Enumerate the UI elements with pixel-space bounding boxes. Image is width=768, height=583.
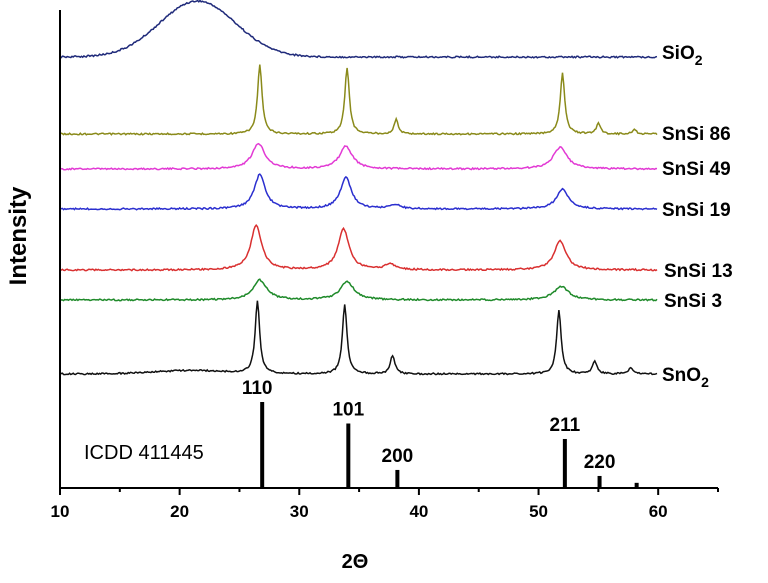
- series-labels: SiO2 SnSi 86 SnSi 49 SnSi 19 SnSi 13 SnSi 3 Sn…: [662, 43, 733, 390]
- series-label: SnSi 49: [662, 159, 731, 180]
- series-line: [59, 300, 658, 376]
- y-axis-label: Intensity: [5, 186, 32, 285]
- reference-line: [260, 402, 265, 488]
- reference-line: [395, 469, 400, 488]
- series-line: [59, 173, 658, 211]
- series-line: [59, 0, 658, 59]
- reference-line-label: 211: [550, 415, 581, 436]
- x-tick-label: 60: [649, 502, 668, 521]
- reference-line-label: 220: [584, 452, 616, 473]
- series-label: SnO2: [662, 365, 709, 390]
- series-line: [59, 224, 658, 272]
- x-tick-label: 20: [170, 502, 189, 521]
- reference-title: ICDD 411445: [84, 442, 204, 464]
- series-curves: [59, 0, 658, 376]
- x-tick-label: 10: [51, 502, 70, 521]
- reference-line: [597, 475, 602, 488]
- reference-line: [346, 423, 351, 488]
- series-line: [59, 278, 658, 302]
- x-tick-label: 40: [409, 502, 428, 521]
- reference-line: [634, 482, 639, 488]
- reference-line-label: 101: [332, 400, 364, 421]
- reference-line-label: 110: [242, 378, 273, 399]
- reference-line: [562, 438, 567, 488]
- series-label: SnSi 86: [662, 124, 731, 145]
- reference-line-label: 200: [382, 446, 414, 467]
- x-tick-label: 50: [529, 502, 548, 521]
- x-tick-label: 30: [290, 502, 309, 521]
- x-axis-label: 2Θ: [342, 551, 369, 573]
- series-line: [59, 142, 658, 171]
- series-label: SnSi 19: [662, 200, 731, 221]
- series-label: SnSi 3: [664, 291, 722, 312]
- series-label: SnSi 13: [664, 261, 733, 282]
- series-line: [59, 64, 658, 136]
- series-label: SiO2: [662, 43, 703, 68]
- axes: 10 20 30 40 50 60: [51, 10, 719, 521]
